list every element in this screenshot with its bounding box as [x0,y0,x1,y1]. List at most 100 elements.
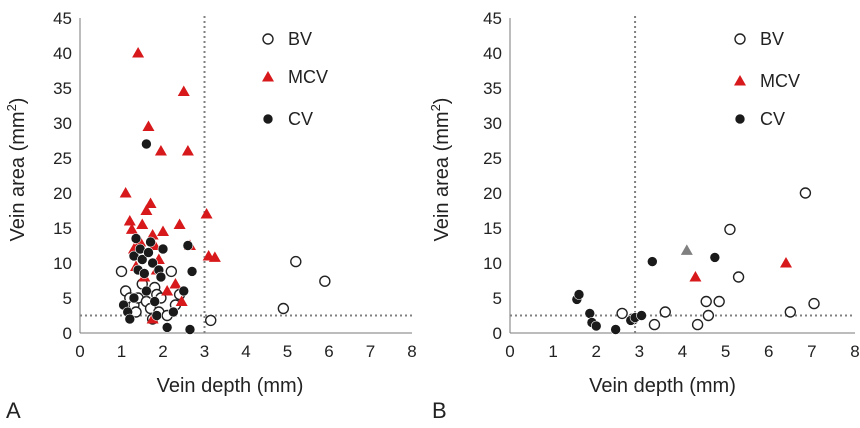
y-tick-label: 0 [493,324,502,343]
x-tick-label: 4 [678,342,687,361]
data-point-bv [800,188,810,198]
data-point-cv [611,325,621,335]
data-point-bv [660,307,670,317]
data-point-bv [693,320,703,330]
x-tick-label: 7 [807,342,816,361]
data-point-mcv [169,278,181,289]
y-tick-label: 25 [53,149,72,168]
data-point-cv [146,237,156,247]
legend-label-bv: BV [760,29,784,49]
data-point-cv [141,139,151,149]
data-point-bv [701,297,711,307]
data-point-mcv [157,226,169,237]
x-tick-label: 5 [721,342,730,361]
y-tick-label: 40 [483,44,502,63]
legend-label-cv: CV [760,109,785,129]
x-tick-label: 1 [117,342,126,361]
legend-marker-mcv [262,71,274,82]
y-tick-label: 25 [483,149,502,168]
data-point-cv [143,248,153,258]
data-point-mcv [174,219,186,230]
x-tick-label: 0 [75,342,84,361]
data-point-bv [206,315,216,325]
data-point-cv [183,241,193,251]
data-point-cv [139,269,149,279]
data-point-mcv [780,257,792,268]
legend-label-bv: BV [288,29,312,49]
y-axis-title: Vein area (mm2) [4,98,29,242]
data-point-cv [591,321,601,331]
data-point-cv [162,322,172,332]
y-tick-label: 35 [53,79,72,98]
data-point-cv [156,272,166,282]
legend-label-mcv: MCV [288,67,328,87]
data-point-cv [129,293,139,303]
data-point-cv [131,234,141,244]
y-tick-label: 45 [53,9,72,28]
data-point-bv [703,311,713,321]
x-tick-label: 7 [366,342,375,361]
x-tick-label: 4 [241,342,250,361]
y-tick-label: 35 [483,79,502,98]
y-tick-label: 45 [483,9,502,28]
legend-label-mcv: MCV [760,71,800,91]
x-tick-label: 6 [764,342,773,361]
data-point-cv [585,308,595,318]
legend-marker-bv [735,34,745,44]
data-point-mcv [124,215,136,226]
x-tick-label: 5 [283,342,292,361]
y-tick-label: 30 [53,114,72,133]
data-point-other [681,244,693,255]
legend-marker-mcv [734,75,746,86]
data-point-bv [785,307,795,317]
data-point-bv [166,266,176,276]
legend-marker-bv [263,34,273,44]
data-point-cv [637,311,647,321]
x-tick-label: 8 [850,342,859,361]
data-point-mcv [201,208,213,219]
y-axis-title: Vein area (mm2) [428,98,453,242]
data-point-cv [125,314,135,324]
data-point-bv [734,272,744,282]
data-point-cv [152,311,162,321]
data-point-cv [141,286,151,296]
data-point-bv [725,224,735,234]
y-tick-label: 5 [63,289,72,308]
y-tick-label: 15 [483,219,502,238]
legend-marker-cv [735,114,745,124]
data-point-bv [809,299,819,309]
data-point-mcv [178,86,190,97]
panel-label: B [432,398,447,423]
data-point-mcv [145,198,157,209]
data-point-mcv [120,187,132,198]
legend-label-cv: CV [288,109,313,129]
data-point-cv [187,266,197,276]
x-tick-label: 0 [505,342,514,361]
x-tick-label: 8 [407,342,416,361]
x-tick-label: 3 [200,342,209,361]
data-point-bv [617,308,627,318]
y-tick-label: 15 [53,219,72,238]
data-point-cv [150,297,160,307]
x-tick-label: 2 [158,342,167,361]
data-point-cv [158,244,168,254]
y-tick-label: 20 [53,184,72,203]
y-tick-label: 5 [493,289,502,308]
data-point-mcv [136,219,148,230]
x-tick-label: 2 [592,342,601,361]
data-point-bv [291,257,301,267]
data-point-mcv [132,47,144,58]
panel-label: A [6,398,21,423]
data-point-bv [649,320,659,330]
y-tick-label: 40 [53,44,72,63]
data-point-cv [574,290,584,300]
data-point-cv [179,286,189,296]
y-tick-label: 0 [63,324,72,343]
data-point-cv [710,252,720,262]
data-point-bv [320,276,330,286]
x-axis-title: Vein depth (mm) [157,375,304,397]
x-tick-label: 6 [324,342,333,361]
data-point-mcv [182,145,194,156]
